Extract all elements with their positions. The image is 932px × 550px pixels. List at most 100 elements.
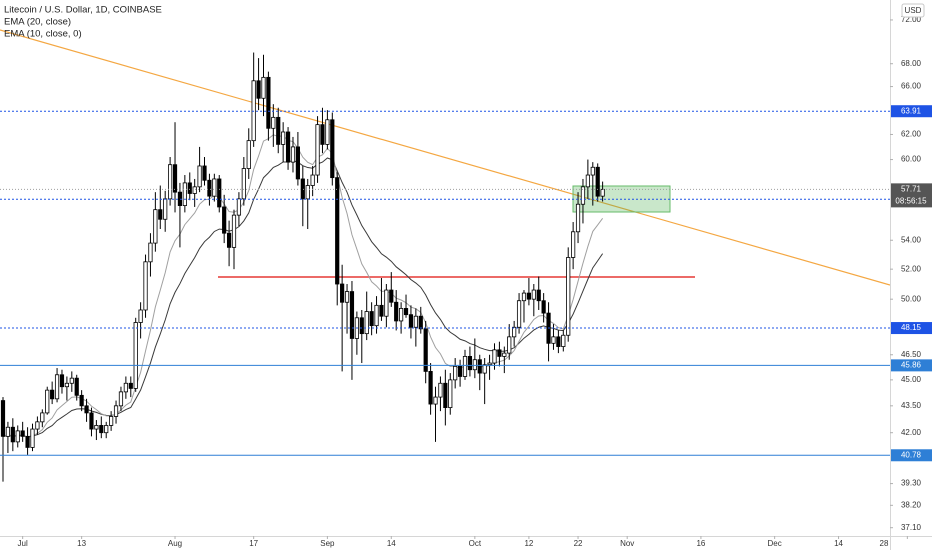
x-tick-label: 13: [77, 539, 86, 548]
candle-body: [69, 377, 74, 384]
candle-body: [448, 379, 453, 408]
candle-body: [330, 119, 335, 179]
candle-body: [399, 308, 404, 322]
y-tick-label: 42.00: [901, 428, 922, 437]
candle-body: [192, 186, 197, 194]
candle-body: [50, 389, 55, 400]
candle-body: [408, 314, 414, 328]
candle-body: [340, 283, 345, 303]
candle-body: [428, 371, 433, 405]
candle-body: [374, 304, 379, 327]
x-tick-label: Dec: [768, 539, 782, 548]
candle-body: [241, 168, 246, 200]
candle-body: [231, 214, 237, 248]
candle-body: [516, 300, 522, 328]
candle-body: [349, 291, 355, 339]
candle-body: [226, 232, 232, 248]
price-line-label-box: [891, 449, 932, 462]
candle-body: [15, 430, 20, 443]
candle-body: [123, 382, 128, 393]
y-tick-label: 68.00: [901, 59, 922, 68]
y-tick-label: 43.50: [901, 401, 922, 410]
candle-body: [143, 261, 148, 311]
candle-body: [394, 301, 399, 322]
candle-body: [531, 289, 536, 300]
x-tick-label: 17: [249, 539, 258, 548]
price-line-label: 48.15: [901, 323, 922, 332]
candle-body: [502, 352, 507, 357]
y-tick-label: 50.00: [901, 294, 922, 303]
y-tick-label: 72.00: [901, 15, 922, 24]
candle-body: [35, 421, 40, 430]
candle-body: [521, 292, 527, 302]
candle-body: [40, 412, 45, 423]
candle-body: [413, 315, 418, 328]
candle-body: [472, 359, 477, 371]
currency-label: USD: [905, 6, 922, 15]
candle-body: [20, 430, 25, 437]
price-line-label-box: [891, 322, 932, 335]
trend-line: [0, 29, 890, 286]
candle-body: [467, 356, 473, 371]
candle-body: [512, 326, 517, 338]
candle-body: [462, 356, 468, 377]
last-price-label: 57.71: [901, 184, 922, 193]
candle-body: [285, 131, 291, 163]
candle-body: [344, 291, 350, 303]
last-price-box: [891, 183, 932, 208]
candle-body: [571, 231, 576, 258]
candle-body: [172, 164, 178, 193]
y-tick-label: 39.30: [901, 479, 922, 488]
x-tick-label: 14: [387, 539, 396, 548]
candle-body: [585, 174, 590, 188]
y-tick-label: 66.00: [901, 82, 922, 91]
candle-body: [266, 76, 271, 129]
candle-body: [168, 164, 173, 200]
candle-body: [541, 300, 546, 314]
candle-body: [492, 349, 497, 364]
y-tick-label: 54.00: [901, 235, 922, 244]
candle-body: [59, 374, 65, 388]
candle-body: [64, 382, 69, 388]
candle-body: [138, 309, 143, 323]
candle-body: [536, 289, 541, 302]
candle-body: [575, 203, 581, 233]
candle-body: [290, 146, 296, 163]
price-line-label: 40.78: [901, 450, 922, 459]
candle-body: [580, 186, 586, 205]
candle-body: [453, 365, 458, 381]
candle-body: [271, 116, 276, 129]
candle-body: [30, 428, 35, 448]
candle-body: [310, 174, 315, 186]
candle-body: [507, 336, 512, 354]
candle-body: [315, 124, 320, 176]
candle-body: [74, 377, 79, 396]
candle-body: [89, 412, 94, 430]
candle-body: [276, 116, 281, 145]
y-tick-label: 45.00: [901, 375, 922, 384]
legend-entry: EMA (20, close): [4, 17, 71, 28]
candle-body: [222, 206, 227, 234]
countdown-label: 08:56:15: [895, 196, 927, 205]
candle-body: [113, 405, 119, 417]
candle-body: [487, 362, 492, 366]
candle-body: [163, 198, 168, 220]
candle-body: [187, 182, 192, 194]
candle-body: [207, 179, 212, 197]
x-tick-label: 16: [696, 539, 705, 548]
candle-body: [600, 188, 605, 197]
candle-body: [418, 315, 423, 330]
price-line-label-box: [891, 359, 932, 372]
candle-body: [261, 76, 266, 99]
x-tick-label: 12: [524, 539, 533, 548]
candle-body: [236, 198, 242, 216]
candle-body: [94, 425, 99, 430]
candle-body: [300, 178, 305, 200]
candle-body: [551, 336, 556, 344]
candle-body: [256, 80, 261, 99]
candle-body: [305, 185, 310, 200]
candle-body: [133, 322, 138, 389]
x-tick-label: Sep: [320, 539, 335, 548]
